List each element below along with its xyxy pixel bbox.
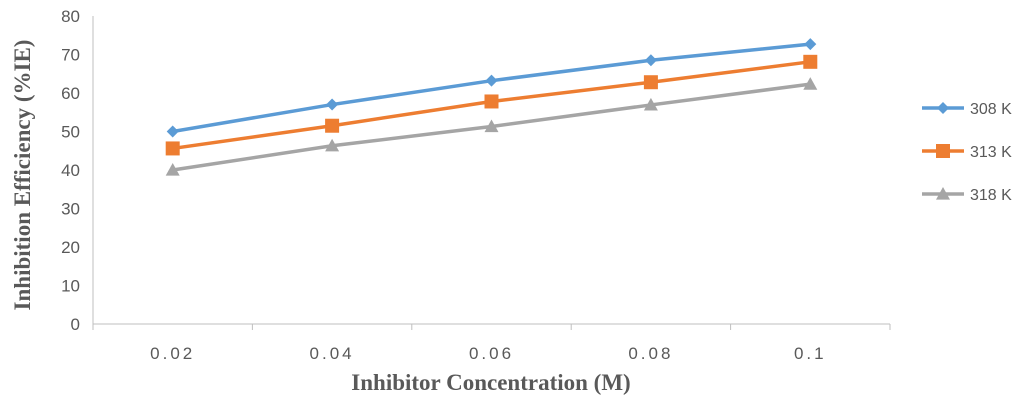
data-point [325,138,340,152]
legend-marker [937,102,949,114]
data-point [803,77,818,90]
legend-label: 313 K [970,144,1012,161]
series-1 [165,54,818,156]
legend-label: 308 K [970,101,1012,118]
data-point [484,94,499,109]
y-tick-label: 0 [71,315,80,334]
data-point [644,54,657,67]
y-axis: 0 10 20 30 40 50 60 70 80 [61,7,94,334]
y-tick-label: 20 [61,238,80,257]
data-point [165,141,180,156]
y-tick-label: 10 [61,277,80,296]
data-point [803,54,818,69]
y-axis-title: Inhibition Efficiency (%IE) [10,40,35,311]
data-point [165,163,180,176]
x-axis: 0.02 0.04 0.06 0.08 0.1 [92,323,891,363]
data-point [166,125,179,138]
series-2 [165,77,818,176]
series-layer [165,38,818,176]
legend: 308 K 313 K 318 K [922,101,1012,204]
y-tick-label: 70 [61,46,80,65]
data-point [484,119,499,133]
data-point [643,75,658,90]
data-point [485,74,498,87]
data-point [643,97,658,111]
y-tick-label: 60 [61,84,80,103]
x-tick-label: 0.06 [469,344,514,363]
x-tick-label: 0.1 [794,344,827,363]
x-tick-label: 0.02 [150,344,195,363]
y-tick-label: 80 [61,7,80,26]
legend-marker [936,187,950,200]
legend-item: 308 K [922,101,1012,118]
y-tick-label: 40 [61,161,80,180]
legend-marker [936,144,950,158]
legend-item: 318 K [922,187,1012,204]
y-tick-label: 30 [61,200,80,219]
y-tick-label: 50 [61,123,80,142]
data-point [804,38,817,51]
data-point [326,98,339,111]
x-tick-label: 0.04 [310,344,355,363]
legend-item: 313 K [922,144,1012,161]
x-axis-title: Inhibitor Concentration (M) [351,370,630,395]
series-line [172,42,811,134]
x-tick-label: 0.08 [628,344,673,363]
series-0 [166,38,817,138]
data-point [325,118,340,133]
legend-label: 318 K [970,187,1012,204]
